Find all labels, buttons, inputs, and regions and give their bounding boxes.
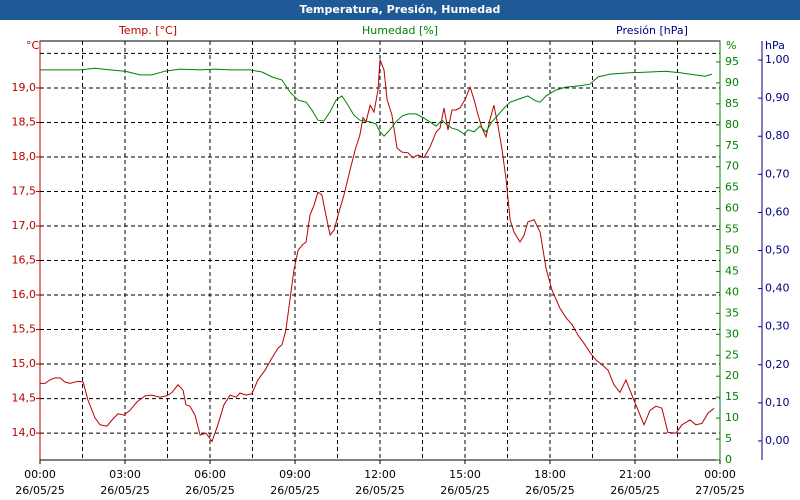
y-tick-label: 16,5 — [12, 254, 37, 267]
y-tick-label: 90 — [725, 76, 739, 89]
y-tick-label: 0,30 — [765, 320, 790, 333]
y-tick-label: 60 — [725, 202, 739, 215]
y-tick-label: 0,60 — [765, 205, 790, 218]
y-tick-label: 0,90 — [765, 91, 790, 104]
y-tick-label: 14,5 — [12, 392, 37, 405]
y-tick-label: 40 — [725, 285, 739, 298]
axis-unit: hPa — [765, 39, 785, 52]
y-tick-label: 18,5 — [12, 115, 37, 128]
y-tick-label: 16,0 — [12, 288, 37, 301]
y-tick-label: 19,0 — [12, 81, 37, 94]
y-tick-label: 0,70 — [765, 167, 790, 180]
y-tick-label: 70 — [725, 160, 739, 173]
title-bar — [0, 0, 800, 20]
y-tick-label: 14,0 — [12, 426, 37, 439]
axis-unit: °C — [26, 39, 40, 52]
x-tick-label: 12:00 — [364, 468, 396, 481]
x-tick-label: 00:00 — [704, 468, 736, 481]
legend-entry: Presión [hPa] — [616, 24, 688, 37]
y-tick-label: 55 — [725, 223, 739, 236]
x-tick-label: 09:00 — [279, 468, 311, 481]
x-tick-date: 26/05/25 — [610, 484, 659, 497]
y-tick-label: 17,5 — [12, 184, 37, 197]
data-line — [40, 59, 715, 443]
legend-entry: Humedad [%] — [362, 24, 438, 37]
x-tick-label: 21:00 — [619, 468, 651, 481]
legend-entry: Temp. [°C] — [118, 24, 177, 37]
y-tick-label: 0,10 — [765, 396, 790, 409]
y-tick-label: 30 — [725, 327, 739, 340]
y-tick-label: 0,20 — [765, 358, 790, 371]
y-tick-label: 0,00 — [765, 434, 790, 447]
y-tick-label: 0,80 — [765, 129, 790, 142]
y-tick-label: 80 — [725, 118, 739, 131]
x-tick-label: 06:00 — [194, 468, 226, 481]
x-tick-label: 15:00 — [449, 468, 481, 481]
x-tick-date: 26/05/25 — [185, 484, 234, 497]
x-tick-date: 27/05/25 — [695, 484, 744, 497]
y-tick-label: 1,00 — [765, 53, 790, 66]
y-tick-label: 15 — [725, 390, 739, 403]
y-tick-label: 25 — [725, 348, 739, 361]
y-tick-label: 17,0 — [12, 219, 37, 232]
y-tick-label: 45 — [725, 264, 739, 277]
y-tick-label: 15,0 — [12, 357, 37, 370]
y-tick-label: 5 — [725, 432, 732, 445]
y-tick-label: 65 — [725, 181, 739, 194]
x-tick-date: 26/05/25 — [100, 484, 149, 497]
y-tick-label: 20 — [725, 369, 739, 382]
x-tick-label: 03:00 — [109, 468, 141, 481]
x-tick-date: 26/05/25 — [440, 484, 489, 497]
axis-unit: % — [726, 39, 736, 52]
y-tick-label: 95 — [725, 55, 739, 68]
x-tick-date: 26/05/25 — [355, 484, 404, 497]
y-tick-label: 15,5 — [12, 323, 37, 336]
chart-title: Temperatura, Presión, Humedad — [300, 3, 501, 16]
y-tick-label: 18,0 — [12, 150, 37, 163]
plot-area — [39, 40, 721, 461]
y-tick-label: 75 — [725, 139, 739, 152]
y-tick-label: 35 — [725, 306, 739, 319]
y-tick-label: 50 — [725, 244, 739, 257]
y-tick-label: 10 — [725, 411, 739, 424]
y-tick-label: 0,50 — [765, 244, 790, 257]
x-tick-label: 18:00 — [534, 468, 566, 481]
data-line — [40, 67, 713, 137]
x-tick-date: 26/05/25 — [270, 484, 319, 497]
y-tick-label: 0 — [725, 453, 732, 466]
y-tick-label: 85 — [725, 97, 739, 110]
x-tick-label: 00:00 — [24, 468, 56, 481]
x-tick-date: 26/05/25 — [525, 484, 574, 497]
y-tick-label: 0,40 — [765, 282, 790, 295]
x-tick-date: 26/05/25 — [15, 484, 64, 497]
